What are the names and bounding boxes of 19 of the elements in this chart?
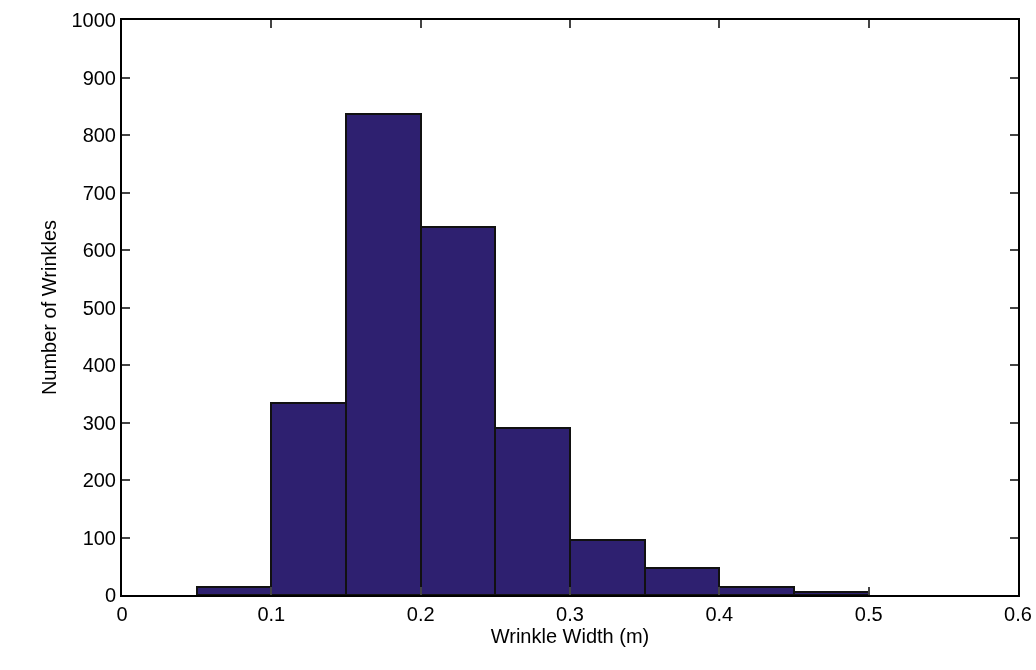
- y-tick-label: 1000: [71, 9, 116, 31]
- x-tick-label: 0.5: [854, 603, 883, 625]
- x-axis-title: Wrinkle Width (m): [490, 625, 650, 647]
- y-tick-label: 800: [82, 124, 116, 146]
- y-tick-label: 100: [82, 526, 116, 549]
- x-tick-label: 0.6: [1004, 603, 1032, 625]
- x-tick-label: 0.4: [705, 603, 734, 625]
- x-tick-label: 0.2: [406, 603, 435, 625]
- y-tick-label: 700: [82, 181, 116, 204]
- y-axis-title: Number of Wrinkles: [37, 219, 60, 396]
- x-tick-label: 0.3: [556, 603, 584, 625]
- y-tick-label: 200: [82, 469, 116, 491]
- x-tick-label: 0.1: [257, 603, 286, 625]
- y-tick-label: 300: [82, 411, 116, 434]
- y-tick-label: 0: [104, 584, 116, 606]
- y-tick-label: 500: [82, 296, 116, 319]
- y-tick-label: 900: [82, 66, 116, 89]
- y-tick-label: 400: [82, 354, 116, 376]
- y-tick-label: 600: [82, 239, 116, 261]
